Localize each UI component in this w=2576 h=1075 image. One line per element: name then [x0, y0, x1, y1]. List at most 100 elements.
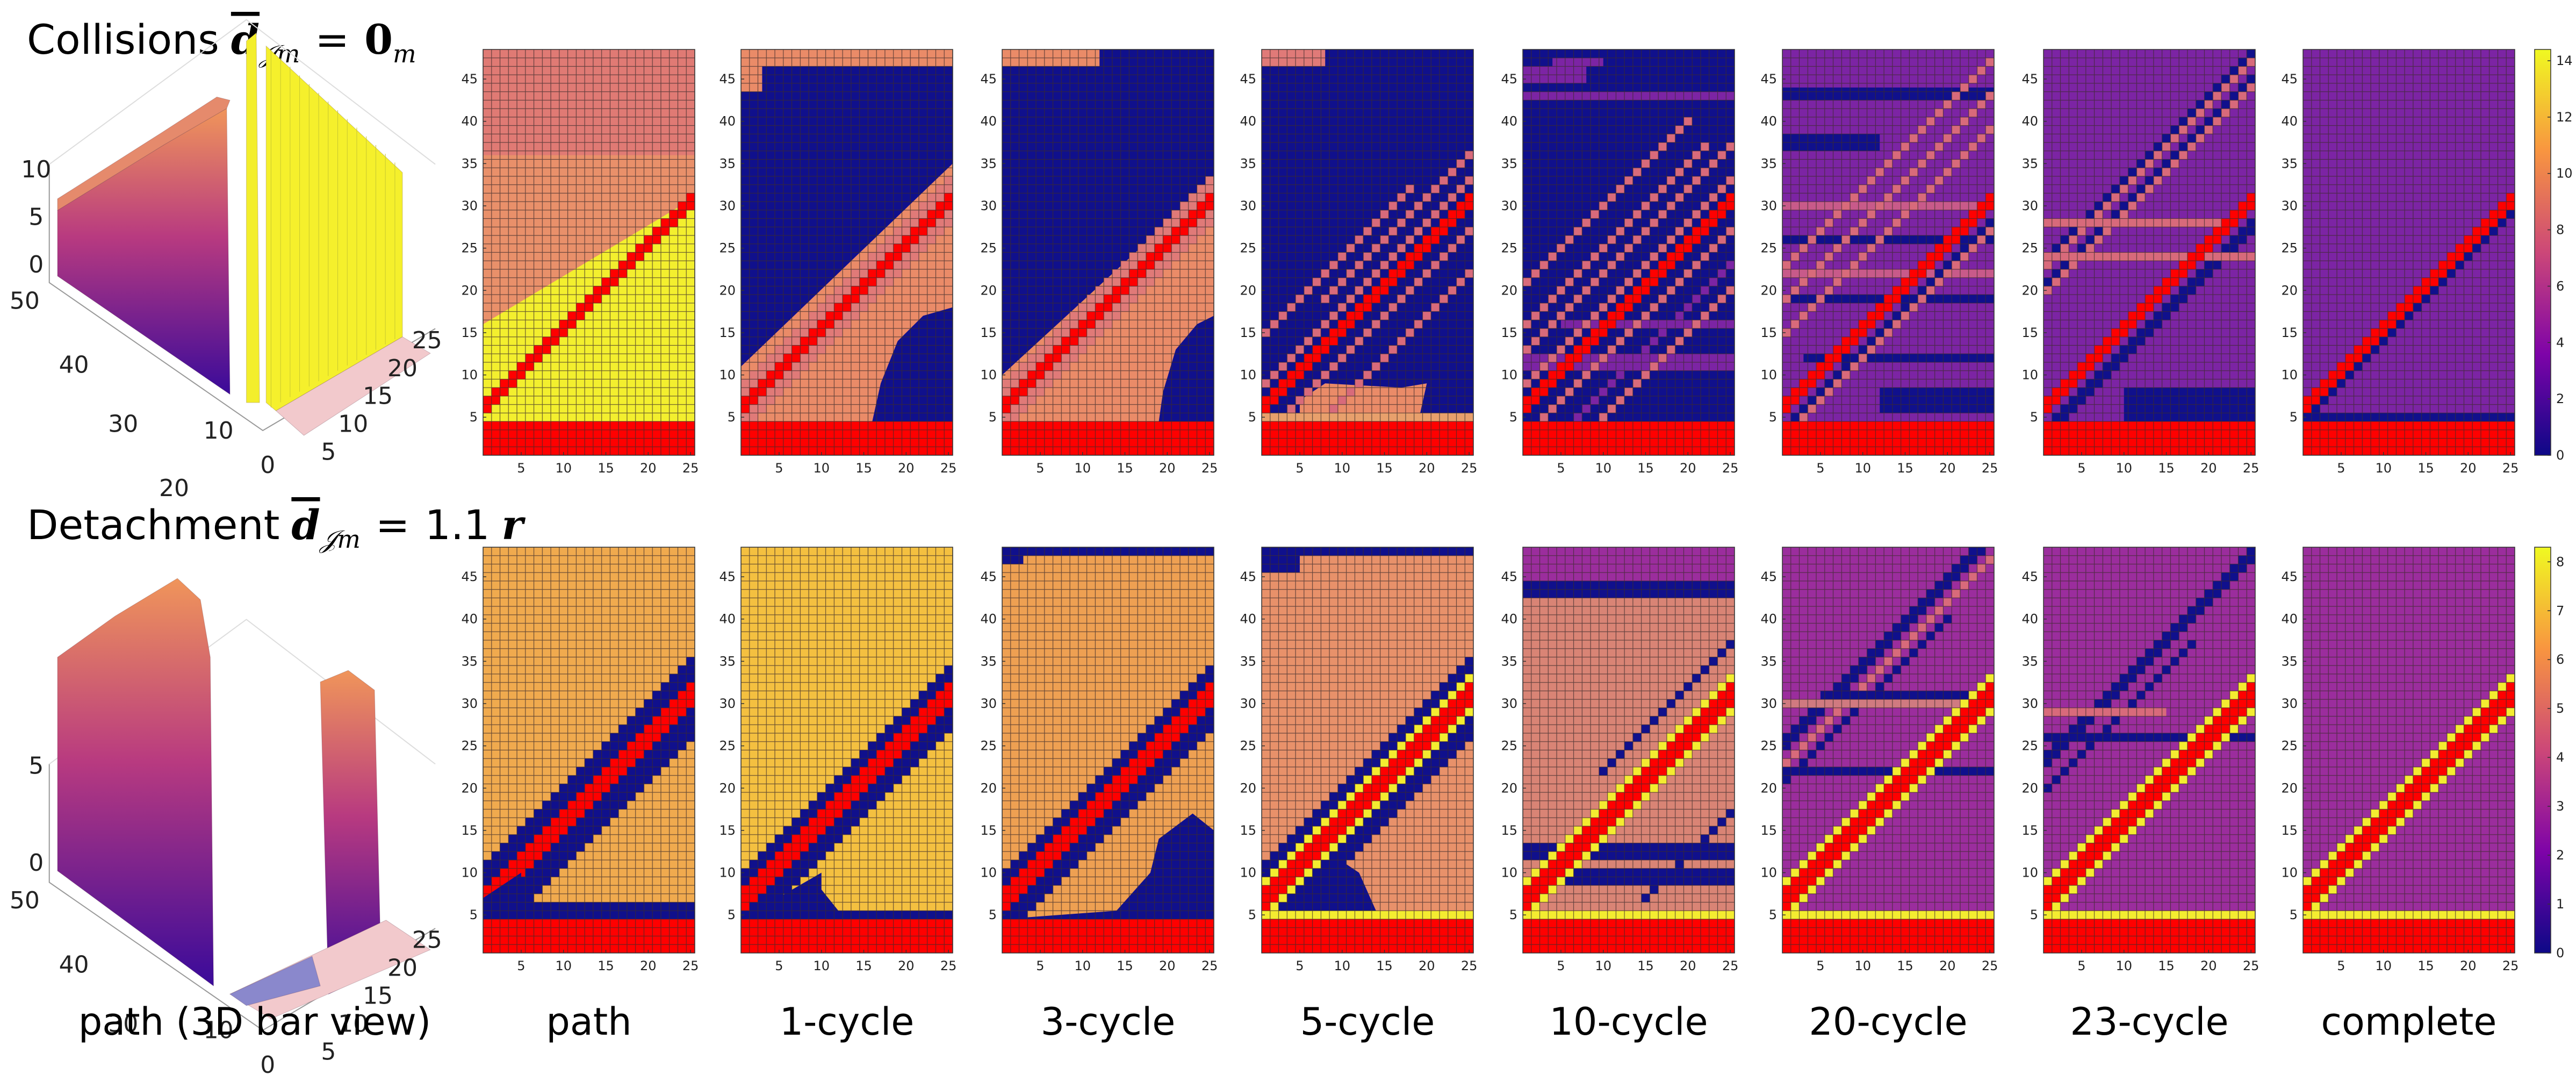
x-tick-label: 15 [1117, 461, 1133, 476]
bar3d-views: 0510010203040505101520250501020304050510… [10, 19, 442, 1075]
y-tick-label: 10 [719, 368, 736, 383]
y-tick-label: 15 [2021, 325, 2038, 340]
title-label: Collisions [27, 16, 219, 63]
x-tick-label: 25 [2502, 958, 2519, 973]
x-tick-label: 5 [1036, 958, 1044, 973]
y-tick-label: 10 [1240, 368, 1256, 383]
y-tick-label: 15 [1760, 325, 1777, 340]
y-tick-label: 30 [1501, 198, 1517, 213]
y-tick-label-3d: 10 [204, 1017, 234, 1044]
x-tick-label: 10 [1595, 958, 1611, 973]
x-tick-label: 20 [1939, 958, 1956, 973]
x-tick-label-3d: 20 [387, 955, 418, 982]
x-tick-label: 25 [1461, 958, 1478, 973]
x-tick-label: 5 [2077, 958, 2085, 973]
x-tick-label: 15 [1637, 461, 1654, 476]
y-tick-label: 25 [1501, 241, 1517, 256]
cell-grid [1002, 49, 1214, 455]
x-tick-label: 15 [855, 461, 872, 476]
y-tick-label: 35 [2021, 654, 2038, 669]
y-tick-label: 40 [461, 114, 478, 129]
cell-grid [1523, 547, 1735, 953]
y-tick-label: 35 [2021, 156, 2038, 171]
colorbar-tick-label: 10 [2556, 166, 2573, 181]
heatmap-panel: 5 10 15 20 25 30 35 40 45 5 10 15 20 25 [461, 547, 699, 973]
y-tick-label: 40 [980, 114, 997, 129]
x-tick-label: 25 [682, 461, 699, 476]
x-tick-label: 25 [1201, 461, 1218, 476]
colorbar: 0 2 4 6 8 10 12 14 [2534, 49, 2573, 463]
heatmap-panel: 5 10 15 20 25 30 35 40 45 5 10 15 20 25 [980, 547, 1218, 973]
x-tick-label: 10 [1074, 461, 1091, 476]
y-tick-label: 5 [2290, 410, 2298, 425]
z-tick-label-3d: 0 [28, 251, 44, 278]
cell-grid [2303, 49, 2515, 455]
y-tick-label: 30 [2021, 696, 2038, 711]
cell-grid [2043, 49, 2255, 455]
row-title: Detachment d𝒥m = 1.1 r [27, 501, 526, 554]
y-tick-label: 10 [1240, 865, 1256, 880]
y-tick-label: 20 [2021, 780, 2038, 796]
axes-frame [2043, 49, 2256, 456]
cell-grid [1262, 49, 1473, 455]
column-label: 10-cycle [1549, 1000, 1708, 1044]
y-tick-label-3d: 10 [204, 417, 234, 445]
y-tick-label: 30 [980, 696, 997, 711]
x-tick-label: 20 [2460, 461, 2477, 476]
y-tick-label: 10 [461, 368, 478, 383]
axes-frame [1782, 49, 1995, 456]
y-tick-label-3d: 40 [59, 951, 89, 978]
axes-frame [483, 49, 695, 456]
x-tick-label: 20 [1939, 461, 1956, 476]
x-tick-label: 15 [1376, 461, 1393, 476]
title-relation: = [315, 16, 349, 63]
y-tick-label: 45 [2281, 569, 2298, 584]
y-tick-label: 30 [2021, 198, 2038, 213]
colorbar-tick-label: 0 [2556, 945, 2564, 961]
x-tick-label: 15 [598, 958, 614, 973]
y-tick-label: 15 [980, 823, 997, 838]
y-tick-label: 5 [2030, 410, 2038, 425]
x-tick-label-3d: 15 [363, 983, 393, 1010]
y-tick-label: 20 [461, 283, 478, 298]
y-tick-label: 10 [2021, 368, 2038, 383]
y-tick-label: 15 [2281, 325, 2298, 340]
x-tick-label: 10 [1334, 461, 1350, 476]
column-label: 3-cycle [1041, 1000, 1176, 1044]
axes-frame [483, 547, 695, 954]
y-tick-label: 5 [470, 410, 478, 425]
y-tick-label: 40 [2281, 114, 2298, 129]
column-label: path (3D bar view) [78, 1000, 431, 1044]
x-tick-label: 25 [1201, 958, 1218, 973]
y-tick-label: 45 [1240, 71, 1256, 87]
y-tick-label: 15 [461, 325, 478, 340]
y-tick-label: 15 [461, 823, 478, 838]
axes-frame [1261, 547, 1474, 954]
x-tick-label: 25 [940, 958, 957, 973]
y-tick-label-3d: 20 [159, 475, 189, 502]
y-tick-label: 15 [1501, 823, 1517, 838]
x-tick-label-3d: 25 [412, 327, 442, 354]
y-tick-label: 5 [989, 907, 997, 922]
y-tick-label: 25 [980, 241, 997, 256]
y-tick-label: 45 [2281, 71, 2298, 87]
x-tick-label: 10 [555, 461, 572, 476]
x-tick-label-3d: 5 [321, 1038, 336, 1065]
x-tick-label: 20 [898, 958, 915, 973]
cell-grid [1782, 547, 1994, 953]
x-tick-label: 25 [1722, 958, 1739, 973]
axes-frame [2302, 547, 2515, 954]
heatmap-panel: 5 10 15 20 25 30 35 40 45 5 10 15 20 25 [2021, 547, 2259, 973]
y-tick-label: 15 [719, 823, 736, 838]
y-tick-label: 35 [1240, 156, 1256, 171]
cell-grid [741, 547, 953, 953]
heatmap-panel: 5 10 15 20 25 30 35 40 45 5 10 15 20 25 [1501, 547, 1738, 973]
title-label: Detachment [27, 501, 279, 549]
x-tick-label-3d: 10 [338, 1010, 368, 1038]
x-tick-label-3d: 20 [387, 355, 418, 382]
y-tick-label: 5 [1769, 410, 1777, 425]
column-label: 20-cycle [1809, 1000, 1967, 1044]
y-tick-label-3d: 0 [260, 1051, 275, 1075]
x-tick-label: 10 [1074, 958, 1091, 973]
bar-surface [275, 336, 431, 436]
